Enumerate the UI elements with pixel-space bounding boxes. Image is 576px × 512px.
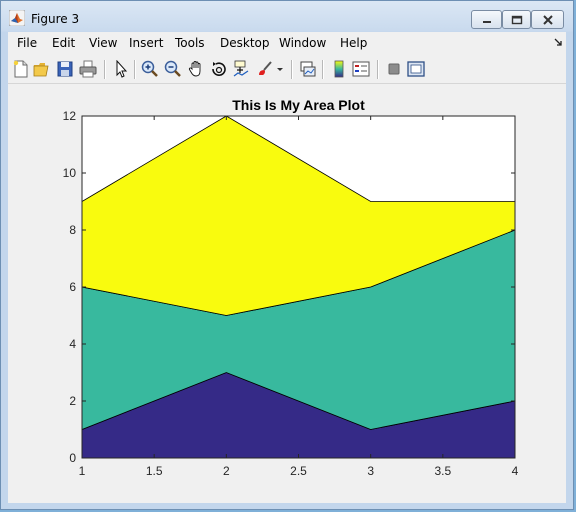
menu-window[interactable]: Window <box>279 36 327 50</box>
maximize-icon <box>511 15 522 24</box>
legend-icon[interactable] <box>352 60 370 78</box>
show-plot-tools-icon[interactable] <box>407 60 425 78</box>
menu-view[interactable]: View <box>89 36 118 50</box>
link-plot-icon[interactable] <box>299 60 317 78</box>
area-series-group <box>81 115 516 459</box>
hide-plot-tools-icon[interactable] <box>385 60 403 78</box>
matlab-logo-icon <box>9 10 25 26</box>
maximize-button[interactable] <box>502 10 531 29</box>
toolbar-separator <box>291 60 293 79</box>
y-tick-label: 0 <box>69 451 76 465</box>
y-tick-label: 4 <box>69 337 76 351</box>
window-title: Figure 3 <box>31 12 80 26</box>
x-tick-label: 2 <box>223 464 230 478</box>
save-icon[interactable] <box>56 60 74 78</box>
menu-desktop[interactable]: Desktop <box>220 36 270 50</box>
data-cursor-icon[interactable] <box>232 60 250 78</box>
area-chart: 1 1.5 2 2.5 3 3.5 4 0 2 4 6 8 10 12 This Is My Area P… <box>63 97 519 478</box>
title-bar[interactable]: Figure 3 <box>1 1 573 32</box>
menu-bar: File Edit View Insert Tools Desktop Wind… <box>8 32 566 54</box>
x-tick-label: 3 <box>367 464 374 478</box>
x-tick-label: 3.5 <box>434 464 451 478</box>
x-tick-label: 1.5 <box>146 464 163 478</box>
dock-arrow-icon[interactable] <box>554 38 562 46</box>
chart-title: This Is My Area Plot <box>232 97 365 113</box>
open-file-icon[interactable] <box>33 60 51 78</box>
y-tick-label: 6 <box>69 280 76 294</box>
x-tick-label: 4 <box>512 464 519 478</box>
toolbar-separator <box>134 60 136 79</box>
print-icon[interactable] <box>79 60 97 78</box>
pan-icon[interactable] <box>187 60 205 78</box>
brush-dropdown-icon[interactable] <box>276 60 284 78</box>
x-tick-label: 2.5 <box>290 464 307 478</box>
minimize-button[interactable] <box>471 10 502 29</box>
y-tick-label: 10 <box>63 166 77 180</box>
toolbar-separator <box>104 60 106 79</box>
menu-help[interactable]: Help <box>340 36 368 50</box>
y-tick-label: 12 <box>63 109 77 123</box>
menu-edit[interactable]: Edit <box>52 36 76 50</box>
new-figure-icon[interactable] <box>12 60 30 78</box>
menu-insert[interactable]: Insert <box>129 36 164 50</box>
x-tick-label: 1 <box>79 464 86 478</box>
y-tick-label: 8 <box>69 223 76 237</box>
colorbar-icon[interactable] <box>330 60 348 78</box>
figure-toolbar <box>8 55 566 84</box>
brush-icon[interactable] <box>256 60 274 78</box>
close-button[interactable] <box>531 10 564 29</box>
zoom-out-icon[interactable] <box>164 60 182 78</box>
zoom-in-icon[interactable] <box>141 60 159 78</box>
toolbar-separator <box>377 60 379 79</box>
figure-client: File Edit View Insert Tools Desktop Wind… <box>8 32 566 503</box>
close-icon <box>542 14 553 25</box>
y-tick-label: 2 <box>69 394 76 408</box>
axis-ticks: 1 1.5 2 2.5 3 3.5 4 0 2 4 6 8 10 12 <box>63 109 519 478</box>
figure-canvas: 1 1.5 2 2.5 3 3.5 4 0 2 4 6 8 10 12 This Is My Area P… <box>8 84 566 503</box>
toolbar-separator <box>322 60 324 79</box>
minimize-icon <box>482 20 491 23</box>
rotate-3d-icon[interactable] <box>210 60 228 78</box>
pointer-icon[interactable] <box>112 60 130 78</box>
menu-tools[interactable]: Tools <box>175 36 205 50</box>
menu-file[interactable]: File <box>17 36 38 50</box>
